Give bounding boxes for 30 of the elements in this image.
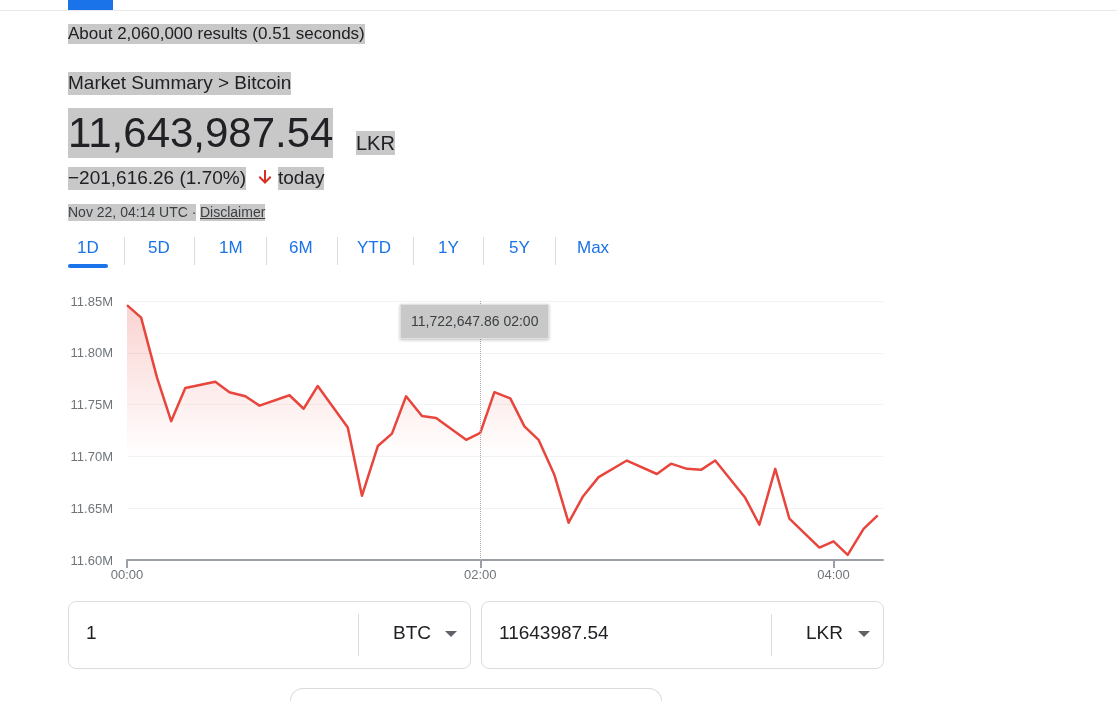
- text: 1Y: [438, 238, 459, 259]
- x-tick-label: 00:00: [110, 567, 144, 582]
- y-tick-label: 11.85M: [70, 293, 113, 309]
- text: 5Y: [509, 238, 530, 259]
- text: 1M: [219, 238, 243, 259]
- text: 6M: [289, 238, 313, 259]
- x-tick-label: 02:00: [464, 567, 497, 582]
- text: 11643987.54: [499, 622, 609, 645]
- text: Max: [577, 238, 610, 259]
- text: 5D: [148, 238, 170, 259]
- y-tick-label: 11.75M: [70, 397, 113, 413]
- y-tick-label: 11.80M: [70, 345, 113, 361]
- text: Market Summary > Bitcoin: [68, 72, 292, 95]
- x-tick-label: 04:00: [817, 567, 850, 582]
- text: LKR: [806, 622, 843, 645]
- text: LKR: [356, 131, 395, 155]
- y-tick-label: 11.65M: [70, 500, 113, 516]
- text: About 2,060,000 results (0.51 seconds): [68, 24, 365, 45]
- text: BTC: [393, 622, 431, 645]
- text: Nov 22, 04:14 UTC ·: [68, 204, 197, 221]
- text: YTD: [357, 238, 391, 259]
- y-tick-label: 11.70M: [70, 448, 113, 464]
- text: 1D: [77, 238, 99, 259]
- text: 1: [86, 622, 97, 645]
- annotation: 11,722,647.86 02:00: [400, 304, 550, 339]
- text: 11,643,987.54: [68, 108, 334, 159]
- y-tick-label: 11.60M: [70, 552, 113, 568]
- text: today: [278, 167, 325, 190]
- text: −201,616.26 (1.70%): [68, 167, 246, 190]
- text: Disclaimer: [200, 204, 266, 221]
